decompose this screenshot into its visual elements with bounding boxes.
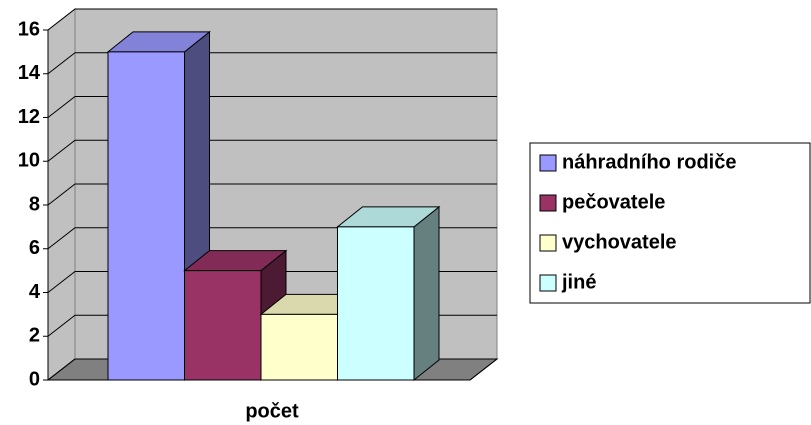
y-tick-label: 12 bbox=[18, 106, 40, 128]
y-tick-label: 2 bbox=[29, 325, 40, 347]
x-category-label: počet bbox=[245, 400, 299, 422]
grid-line bbox=[47, 96, 497, 118]
legend-swatch bbox=[539, 194, 557, 212]
y-tick-label: 4 bbox=[29, 281, 41, 303]
bar bbox=[337, 226, 415, 381]
grid-line bbox=[47, 8, 497, 31]
bar-side bbox=[413, 205, 440, 382]
legend-label: jiné bbox=[561, 271, 596, 293]
y-tick-label: 10 bbox=[18, 150, 40, 172]
grid-line bbox=[47, 139, 497, 162]
bar bbox=[184, 270, 262, 381]
legend-label: náhradního rodiče bbox=[562, 151, 736, 173]
legend-swatch bbox=[539, 234, 557, 252]
legend-label: vychovatele bbox=[562, 231, 677, 253]
bar bbox=[260, 313, 338, 381]
legend-box bbox=[529, 142, 811, 304]
y-tick-label: 16 bbox=[18, 18, 40, 40]
y-tick-label: 6 bbox=[29, 237, 40, 259]
y-tick-label: 14 bbox=[18, 62, 41, 84]
x-axis-depth bbox=[469, 358, 498, 381]
grid-line bbox=[47, 183, 497, 206]
grid-line bbox=[47, 52, 497, 75]
bar bbox=[107, 51, 185, 381]
y-tick-label: 0 bbox=[29, 368, 40, 390]
y-tick-label: 8 bbox=[29, 193, 40, 215]
legend-swatch bbox=[539, 274, 557, 292]
legend-swatch bbox=[539, 154, 557, 172]
legend-label: pečovatele bbox=[562, 191, 665, 213]
